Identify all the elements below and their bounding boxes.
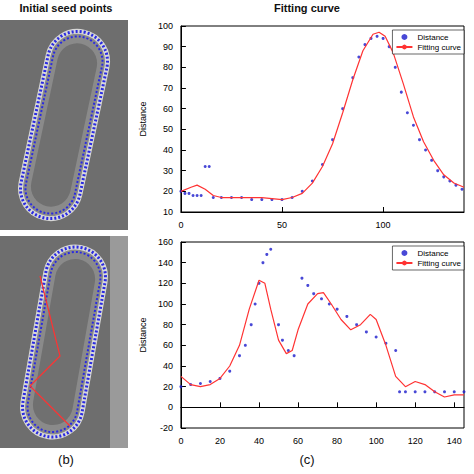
svg-text:Fitting curve: Fitting curve xyxy=(417,43,461,52)
svg-text:Distance: Distance xyxy=(138,101,148,136)
svg-text:Distance: Distance xyxy=(417,33,449,42)
svg-text:100: 100 xyxy=(158,299,173,309)
svg-text:0: 0 xyxy=(178,436,183,446)
svg-text:30: 30 xyxy=(163,166,173,176)
svg-text:120: 120 xyxy=(158,278,173,288)
svg-text:80: 80 xyxy=(163,320,173,330)
svg-text:20: 20 xyxy=(163,382,173,392)
html-text:Fitting curve: Fitting curve xyxy=(274,2,340,14)
svg-text:140: 140 xyxy=(158,258,173,268)
svg-text:-20: -20 xyxy=(160,423,173,433)
svg-text:120: 120 xyxy=(408,436,423,446)
svg-text:160: 160 xyxy=(158,237,173,247)
svg-text:50: 50 xyxy=(163,124,173,134)
svg-text:Distance: Distance xyxy=(138,317,148,352)
svg-text:100: 100 xyxy=(376,220,391,230)
svg-text:40: 40 xyxy=(254,436,264,446)
svg-text:100: 100 xyxy=(158,21,173,31)
svg-text:60: 60 xyxy=(163,340,173,350)
svg-text:20: 20 xyxy=(215,436,225,446)
html-text:(c): (c) xyxy=(299,452,315,467)
svg-text:Fitting curve: Fitting curve xyxy=(417,259,461,268)
svg-text:60: 60 xyxy=(163,104,173,114)
svg-text:40: 40 xyxy=(163,361,173,371)
svg-text:80: 80 xyxy=(332,436,342,446)
svg-text:0: 0 xyxy=(178,220,183,230)
svg-text:20: 20 xyxy=(163,186,173,196)
svg-text:40: 40 xyxy=(163,145,173,155)
html-text:(b): (b) xyxy=(58,452,74,467)
svg-text:0: 0 xyxy=(168,402,173,412)
svg-text:70: 70 xyxy=(163,83,173,93)
svg-text:10: 10 xyxy=(163,207,173,217)
svg-text:50: 50 xyxy=(277,220,287,230)
svg-text:Distance: Distance xyxy=(417,249,449,258)
html-text:Initial seed points: Initial seed points xyxy=(19,2,113,14)
svg-text:100: 100 xyxy=(369,436,384,446)
svg-text:80: 80 xyxy=(163,62,173,72)
svg-text:140: 140 xyxy=(447,436,462,446)
svg-text:60: 60 xyxy=(293,436,303,446)
svg-text:90: 90 xyxy=(163,42,173,52)
